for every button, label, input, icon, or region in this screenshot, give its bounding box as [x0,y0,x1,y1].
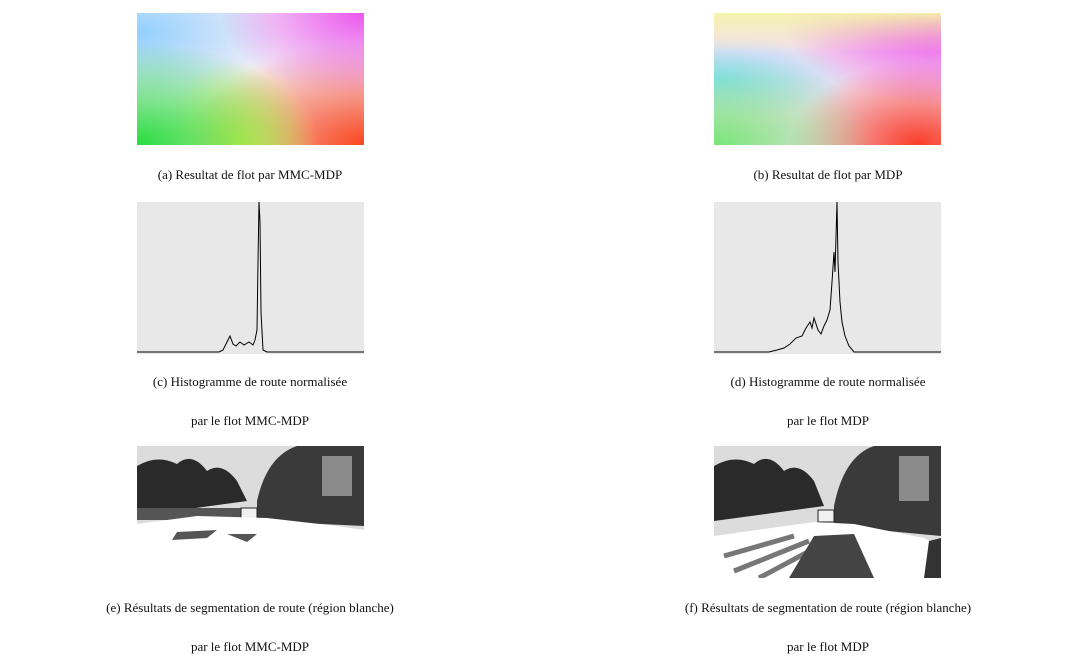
road-image [714,446,941,578]
caption: par le flot MMC-MDP [0,413,510,429]
flow-image [137,13,364,145]
flow-image [714,13,941,145]
caption: par le flot MDP [568,413,1073,429]
histogram-image [714,202,941,354]
road-image [137,446,364,552]
caption: (d) Histogramme de route normalisée [568,374,1073,390]
caption: (b) Resultat de flot par MDP [568,167,1073,183]
page: (a) Resultat de flot par MMC-MDP (b) Res… [0,0,1073,658]
caption: par le flot MMC-MDP [0,639,510,655]
caption: (a) Resultat de flot par MMC-MDP [0,167,510,183]
histogram-image [137,202,364,354]
caption: (e) Résultats de segmentation de route (… [0,600,510,616]
caption: (c) Histogramme de route normalisée [0,374,510,390]
caption: (f) Résultats de segmentation de route (… [568,600,1073,616]
caption: par le flot MDP [568,639,1073,655]
